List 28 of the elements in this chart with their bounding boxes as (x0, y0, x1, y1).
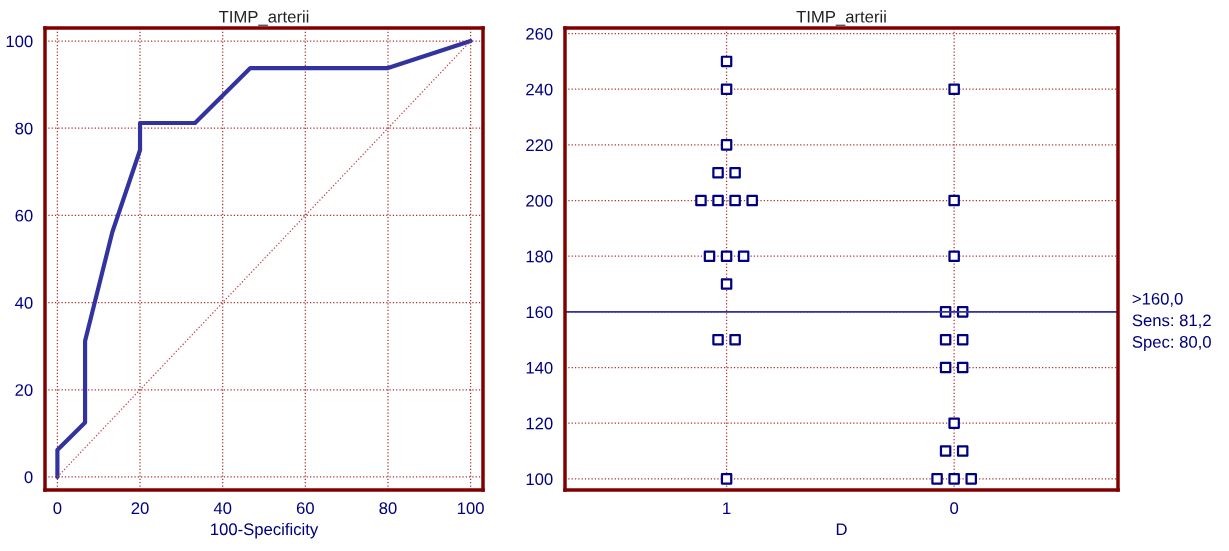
y-tick-label: 40 (15, 296, 33, 309)
y-tick-label: 240 (526, 83, 553, 96)
x-axis-title: D (836, 523, 847, 535)
x-tick-label: 80 (379, 502, 397, 515)
y-tick-label: 260 (526, 27, 553, 40)
x-tick-label: 0 (53, 502, 62, 515)
y-tick-label: 180 (526, 250, 553, 263)
y-tick-label: 140 (526, 361, 553, 374)
ref-line-label: >160,0 Sens: 81,2 Spec: 80,0 (1132, 292, 1211, 352)
chart-title: TIMP_arterii (219, 10, 309, 26)
x-axis-title: 100-Specificity (211, 522, 319, 539)
x-tick-label: 60 (296, 502, 314, 515)
y-tick-label: 100 (6, 35, 33, 48)
y-tick-label: 0 (24, 471, 33, 484)
chart-title: TIMP_arterii (796, 10, 886, 26)
x-tick-label: 20 (131, 502, 149, 515)
y-tick-label: 200 (526, 194, 553, 207)
y-tick-label: 60 (15, 209, 33, 222)
x-tick-label: 1 (723, 502, 731, 514)
y-tick-label: 120 (526, 417, 553, 430)
y-tick-label: 220 (526, 139, 553, 152)
x-tick-label: 0 (950, 502, 959, 515)
y-tick-label: 100 (526, 473, 553, 486)
y-tick-label: 80 (15, 122, 33, 135)
y-tick-label: 160 (526, 306, 553, 319)
y-tick-label: 20 (15, 384, 33, 396)
x-tick-label: 100 (457, 502, 484, 515)
x-tick-label: 40 (213, 502, 232, 515)
